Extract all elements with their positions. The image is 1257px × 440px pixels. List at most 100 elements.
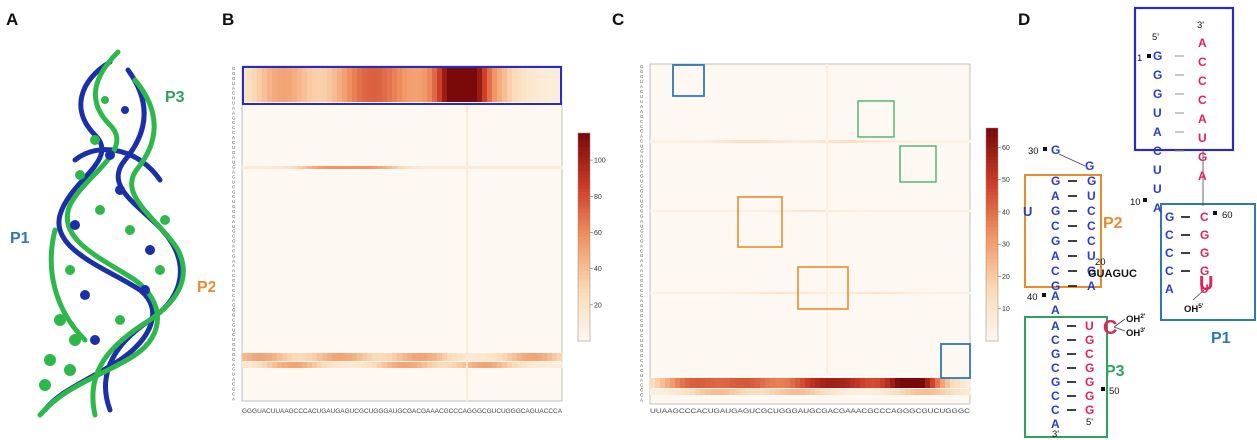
heat-cell	[257, 353, 263, 361]
heat-cell	[835, 389, 841, 395]
heat-cell	[557, 353, 563, 361]
nucleotide: U	[1200, 282, 1209, 296]
heat-cell	[800, 389, 806, 395]
nucleotide: C	[1051, 264, 1060, 278]
nucleotide: G	[1153, 49, 1162, 63]
heat-cell	[547, 68, 553, 102]
heat-cell	[492, 353, 498, 361]
heat-cell	[307, 362, 313, 368]
heat-cell	[302, 362, 308, 368]
y-tick-label: U	[640, 79, 643, 84]
heat-cell	[665, 210, 671, 212]
heat-cell	[745, 389, 751, 395]
heat-cell	[397, 353, 403, 361]
heat-cell	[382, 68, 388, 102]
heat-cell	[835, 140, 841, 143]
heat-cell	[317, 353, 323, 361]
heat-cell	[262, 166, 268, 169]
y-tick-label: U	[640, 223, 643, 228]
heat-cell	[402, 353, 408, 361]
nucleotide: G	[1085, 389, 1094, 403]
heat-cell	[317, 362, 323, 368]
heat-cell	[292, 68, 298, 102]
heat-cell	[317, 166, 323, 169]
heat-cell	[377, 353, 383, 361]
heat-cell	[965, 389, 971, 395]
y-tick-label: G	[640, 114, 644, 119]
heat-cell	[885, 210, 891, 212]
colorbar-tick-label: 80	[594, 194, 602, 201]
heat-cell	[387, 166, 393, 169]
heat-cell	[557, 68, 563, 102]
y-tick-label: G	[640, 323, 644, 328]
heat-cell	[755, 378, 761, 388]
colorbar-segment	[578, 198, 590, 203]
y-tick-label: C	[232, 140, 235, 145]
nucleotide: G	[1051, 375, 1060, 389]
heat-cell	[965, 292, 971, 294]
colorbar-segment	[986, 184, 998, 189]
heat-cell	[675, 389, 681, 395]
y-tick-label: A	[640, 154, 643, 159]
label-p1-top: P1	[1211, 330, 1231, 347]
connector-oh3	[1113, 326, 1126, 332]
heat-cell	[920, 292, 926, 294]
heat-cell	[845, 210, 851, 212]
colorbar-segment	[578, 178, 590, 183]
heat-cell	[247, 353, 253, 361]
y-tick-label: G	[232, 352, 236, 357]
colorbar-segment	[578, 164, 590, 169]
nucleotide: A	[1051, 289, 1060, 303]
colorbar-segment	[578, 327, 590, 332]
heat-cell	[487, 166, 493, 169]
heat-cell	[452, 68, 458, 102]
heat-cell	[287, 353, 293, 361]
structure-letters: GGGUACACCCAUGUUAAGCCCACGGGUGAGCGACGGUCCC…	[1051, 36, 1209, 431]
colorbar-segment	[578, 278, 590, 283]
heat-cell	[277, 353, 283, 361]
y-tick-label: G	[640, 308, 644, 313]
heat-cell	[950, 140, 956, 143]
heat-cell	[367, 166, 373, 169]
y-tick-label: G	[232, 209, 236, 214]
y-tick-label: C	[640, 288, 643, 293]
heat-cell	[745, 292, 751, 294]
heat-cell	[945, 389, 951, 395]
colorbar-segment	[578, 323, 590, 328]
y-tick-label: G	[640, 64, 644, 69]
heat-cell	[950, 292, 956, 294]
heat-cell	[815, 389, 821, 395]
heat-cell	[347, 353, 353, 361]
heat-cell	[402, 68, 408, 102]
nucleotide: G	[1051, 347, 1060, 361]
heat-cell	[542, 68, 548, 102]
heat-cell	[537, 68, 543, 102]
y-tick-label: G	[640, 238, 644, 243]
heat-cell	[735, 140, 741, 143]
heat-cell	[337, 353, 343, 361]
colorbar-tick-label: 100	[594, 158, 606, 165]
heat-cell	[910, 292, 916, 294]
heat-cell	[655, 140, 661, 143]
heat-cell	[497, 353, 503, 361]
heat-cell	[477, 166, 483, 169]
heat-cell	[452, 166, 458, 169]
heat-cell	[347, 166, 353, 169]
green-strand	[37, 49, 186, 418]
colorbar-segment	[986, 170, 998, 175]
y-tick-label: A	[640, 243, 643, 248]
heat-cell	[850, 389, 856, 395]
cleavage-c: C	[1103, 317, 1117, 339]
oh-2prime: OH2'	[1126, 313, 1146, 325]
heat-cell	[735, 292, 741, 294]
colorbar-segment	[578, 264, 590, 269]
heat-cell	[680, 140, 686, 143]
y-tick-label: C	[640, 124, 643, 129]
colorbar-segment	[986, 227, 998, 232]
heat-cell	[252, 68, 258, 102]
y-tick-label: A	[232, 219, 235, 224]
heat-cell	[720, 140, 726, 143]
heat-cell	[795, 378, 801, 388]
heat-cell	[442, 166, 448, 169]
heat-cell	[830, 292, 836, 294]
